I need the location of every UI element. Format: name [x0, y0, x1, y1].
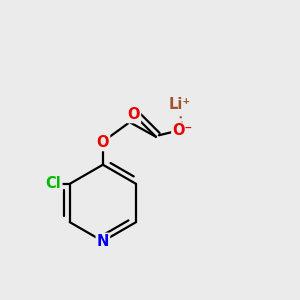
Text: O: O [97, 135, 109, 150]
Text: N: N [97, 234, 109, 249]
Text: O⁻: O⁻ [172, 123, 193, 138]
Text: Li⁺: Li⁺ [168, 97, 190, 112]
Text: Cl: Cl [46, 176, 62, 191]
Text: O: O [128, 107, 140, 122]
